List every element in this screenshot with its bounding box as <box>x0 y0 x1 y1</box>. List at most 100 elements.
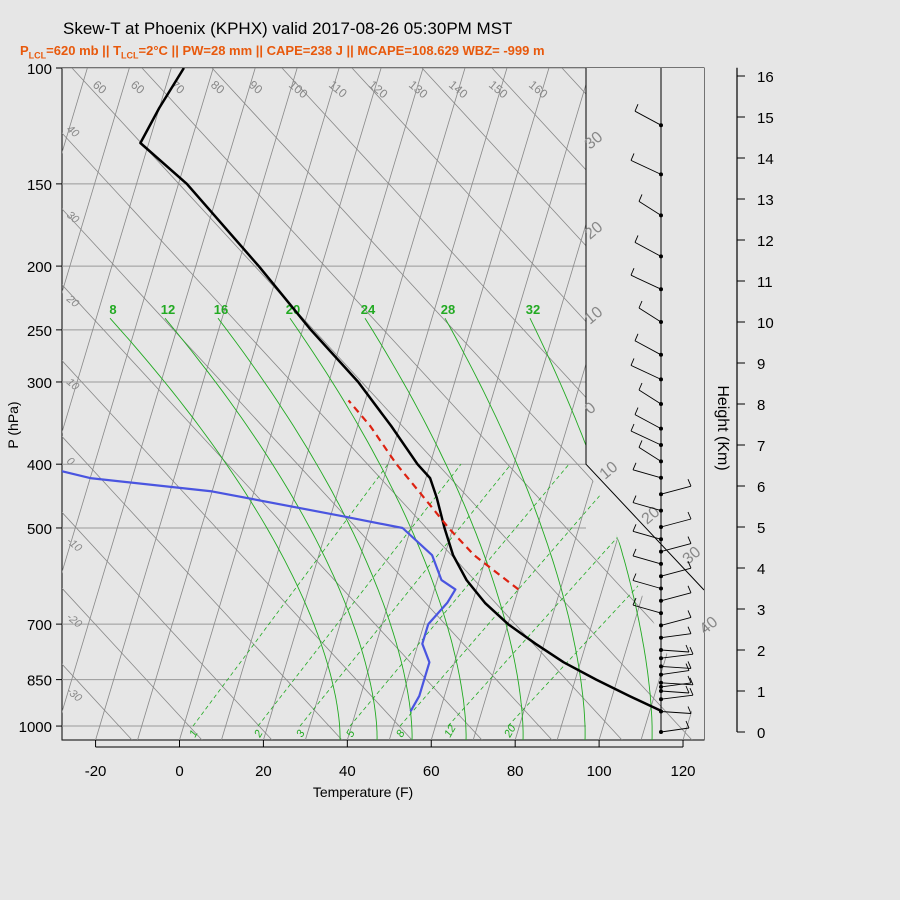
dry-adiabat-label: -20 <box>64 611 85 631</box>
mixing-ratio-label: 8 <box>394 727 408 739</box>
isotherm-label: 150 <box>486 78 511 102</box>
wind-barb <box>660 653 694 659</box>
wind-barb <box>638 201 662 216</box>
mixing-ratio-line <box>507 514 704 727</box>
wind-barb <box>634 242 662 257</box>
wind-barb <box>660 670 690 676</box>
wind-barb-flag <box>632 524 637 532</box>
wind-barb <box>660 567 692 577</box>
moist-adiabat-label: 8 <box>109 302 116 317</box>
height-tick-label: 2 <box>757 643 765 660</box>
wind-barb-flag <box>685 685 690 694</box>
dry-adiabat-line <box>62 132 623 740</box>
isotherm-line <box>304 68 508 740</box>
wind-barb <box>660 633 692 639</box>
wind-barb <box>660 592 692 602</box>
wind-barb-flag <box>687 626 692 634</box>
wind-barb <box>660 665 692 669</box>
height-tick-label: 0 <box>757 725 765 742</box>
dry-adiabat-line <box>421 68 704 375</box>
wind-barb <box>660 649 690 653</box>
dry-adiabat-line <box>71 68 693 740</box>
moist-adiabat-label: 32 <box>526 302 540 317</box>
isotherm-line <box>0 68 3 740</box>
x-tick-label: 0 <box>175 763 183 780</box>
y-tick-label: 100 <box>27 61 52 78</box>
moist-adiabat-line <box>289 317 467 740</box>
wind-barb-flag <box>687 479 692 487</box>
isotherm-line <box>62 68 130 294</box>
height-tick-label: 6 <box>757 479 765 496</box>
dry-adiabat-label: 0 <box>64 455 77 469</box>
y-tick-label: 700 <box>27 617 52 634</box>
dry-adiabat-line <box>842 68 900 740</box>
wind-barb <box>634 340 662 356</box>
y-tick-label: 250 <box>27 323 52 340</box>
moist-adiabat-line <box>164 317 378 740</box>
mixing-ratio-label: 5 <box>344 727 358 739</box>
isotherm-label: 110 <box>326 78 350 101</box>
moist-adiabat-label: 12 <box>161 302 175 317</box>
isotherm-label: 60 <box>128 78 147 98</box>
height-tick-label: 15 <box>757 110 774 127</box>
isotherm-label: 100 <box>286 78 311 102</box>
x-tick-label: -20 <box>85 763 107 780</box>
height-tick-label: 16 <box>757 69 774 86</box>
wind-barb <box>632 530 662 540</box>
wind-barb-flag <box>632 573 637 581</box>
height-tick-label: 8 <box>757 397 765 414</box>
dry-adiabat-line <box>211 68 704 602</box>
dry-adiabat-line <box>62 435 343 740</box>
wind-barb <box>630 274 662 290</box>
subtitle-t-sub: LCL <box>121 50 139 61</box>
wind-barb <box>630 430 662 446</box>
wind-barb <box>660 543 692 553</box>
isotherm-line <box>137 68 340 740</box>
wind-barb-flag <box>638 194 643 202</box>
wind-barb-flag <box>630 358 635 366</box>
isotherm-label: 80 <box>208 78 227 98</box>
y-tick-label: 200 <box>27 259 52 276</box>
dry-adiabat-line <box>62 208 553 740</box>
wind-barb-flag <box>687 511 692 520</box>
isotherm-line <box>893 68 900 740</box>
wind-barb-flag <box>632 597 637 606</box>
x-tick-label: 40 <box>339 763 356 780</box>
isotherm-line <box>62 68 214 574</box>
dewpoint-line <box>62 470 457 712</box>
chart-title: Skew-T at Phoenix (KPHX) valid 2017-08-2… <box>63 19 513 38</box>
moist-adiabat-label: 16 <box>214 302 228 317</box>
isotherm-line <box>725 68 900 740</box>
height-tick-label: 7 <box>757 438 765 455</box>
height-axis-title: Height (Km) <box>714 385 731 470</box>
wind-barb <box>660 682 692 688</box>
wind-barb-flag <box>687 706 692 714</box>
x-tick-label: 80 <box>507 763 524 780</box>
isotherm-line <box>263 68 466 740</box>
y-tick-label: 500 <box>27 521 52 538</box>
wind-barb <box>638 447 662 462</box>
dry-adiabat-line <box>62 284 483 740</box>
y-axis-title: P (hPa) <box>5 401 21 448</box>
wind-barb <box>660 727 690 733</box>
x-tick-label: 120 <box>671 763 696 780</box>
mixing-ratio-line <box>299 463 512 727</box>
wind-barb <box>660 485 692 495</box>
wind-barb <box>632 469 662 479</box>
series-group <box>62 68 663 713</box>
dry-adiabat-line <box>62 587 203 740</box>
wind-barb <box>634 110 662 126</box>
moist-adiabat-line <box>444 317 586 740</box>
wind-barb-flag <box>634 333 639 341</box>
mixing-ratio-label: 1 <box>187 728 200 739</box>
y-tick-label: 300 <box>27 375 52 392</box>
height-tick-label: 13 <box>757 192 774 209</box>
isotherm-label: 130 <box>406 78 431 102</box>
isotherm-line <box>179 68 382 740</box>
isotherm-line <box>62 68 172 434</box>
height-tick-label: 1 <box>757 684 765 701</box>
wind-barb <box>630 159 662 175</box>
wind-barb-flag <box>634 235 639 243</box>
height-tick-label: 5 <box>757 520 765 537</box>
